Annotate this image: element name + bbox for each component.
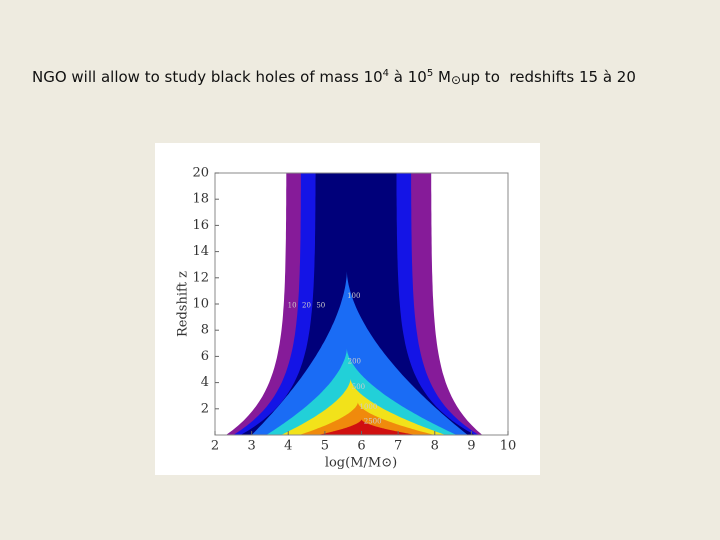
title-text: up to redshifts 15 à 20 [461, 68, 636, 86]
y-tick-label: 16 [192, 218, 209, 233]
x-tick-label: 10 [500, 439, 517, 454]
x-tick-label: 9 [467, 439, 475, 454]
x-tick-label: 7 [394, 439, 402, 454]
contour-label: 1000 [360, 403, 378, 411]
y-axis-label: Redshift z [176, 271, 191, 337]
y-tick-label: 2 [201, 401, 209, 416]
title-exponent: 5 [426, 68, 434, 79]
contour-label: 2500 [364, 418, 382, 426]
contour-band [280, 378, 446, 435]
contour-label: 500 [352, 383, 365, 391]
x-tick-label: 8 [431, 439, 439, 454]
contour-band [251, 271, 468, 435]
title-text: M [433, 68, 451, 86]
title-symbol: ⊙ [450, 73, 462, 87]
slide-title: NGO will allow to study black holes of m… [32, 68, 636, 87]
x-tick-label: 4 [284, 439, 292, 454]
contour-label: 50 [316, 301, 325, 309]
contour-band [317, 419, 417, 435]
contours [226, 173, 483, 435]
contour-label: 200 [348, 358, 361, 366]
contour-band [266, 348, 457, 435]
y-tick-label: 18 [192, 192, 209, 207]
y-tick-label: 12 [192, 270, 209, 285]
x-tick-label: 2 [211, 439, 219, 454]
y-tick-label: 6 [201, 349, 209, 364]
x-tick-label: 3 [247, 439, 255, 454]
x-axis-label: log(M/M⊙) [325, 456, 397, 471]
title-text: à 10 [389, 68, 427, 86]
contour-band [240, 173, 475, 435]
contour-label: 10 [288, 301, 297, 309]
y-tick-label: 4 [201, 375, 209, 390]
contour-label: 20 [302, 301, 311, 309]
title-exponent: 4 [382, 68, 390, 79]
y-tick-label: 20 [192, 166, 209, 181]
x-tick-label: 5 [321, 439, 329, 454]
x-tick-label: 6 [357, 439, 365, 454]
y-tick-label: 14 [192, 244, 209, 259]
y-tick-label: 8 [201, 323, 209, 338]
contour-band [299, 402, 435, 435]
title-text: NGO will allow to study black holes of m… [32, 68, 383, 86]
y-tick-label: 10 [192, 297, 209, 312]
contour-label: 100 [347, 292, 360, 300]
